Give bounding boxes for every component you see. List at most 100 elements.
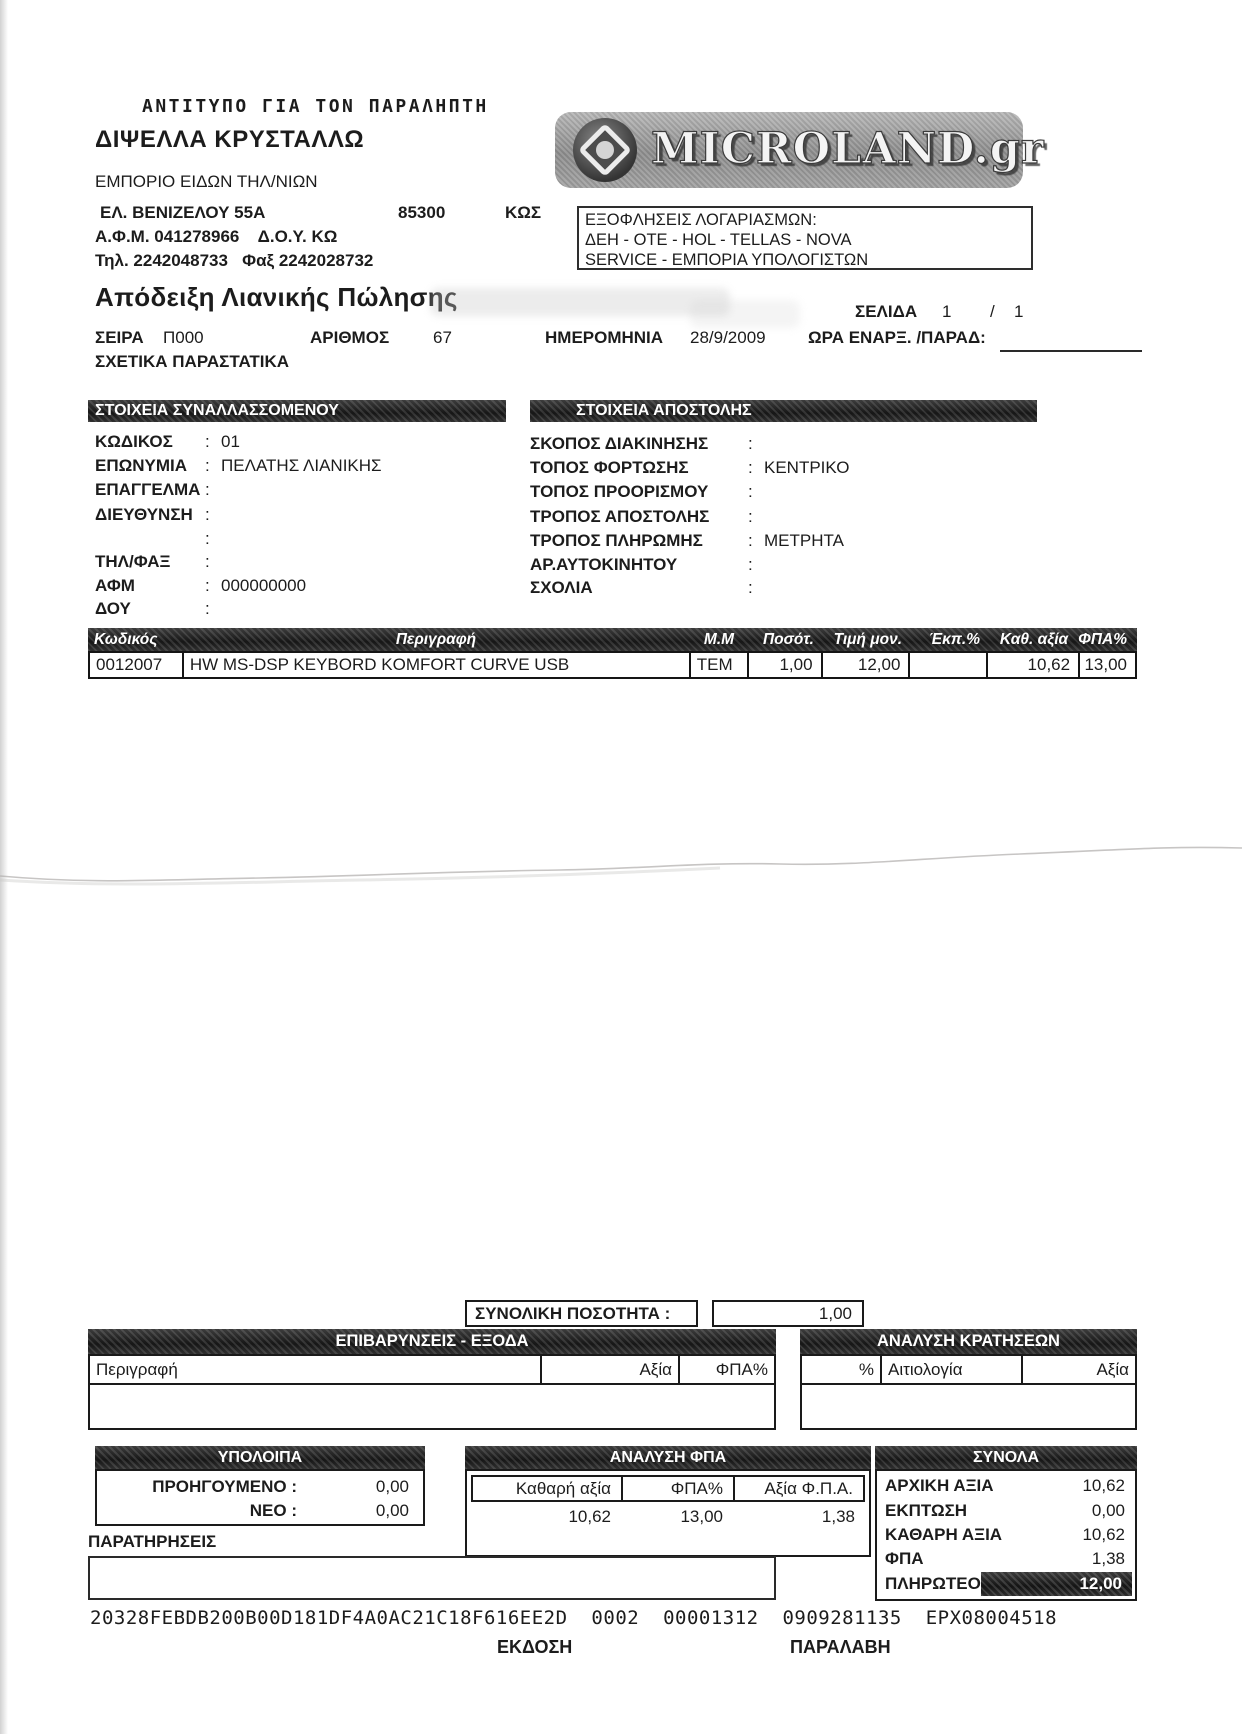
item-vat: 13,00 xyxy=(1084,655,1127,674)
col-header-net: Καθ. αξία xyxy=(999,630,1069,648)
seller-street: ΕΛ. ΒΕΝΙΖΕΛΟΥ 55Α xyxy=(100,203,266,222)
total-row-discount: ΕΚΠΤΩΣΗ 0,00 xyxy=(877,1499,1135,1523)
item-code: 0012007 xyxy=(90,653,184,677)
field-label: ΔΙΕΥΘΥΝΣΗ xyxy=(95,505,193,524)
services-line-3: SERVICE - ΕΜΠΟΡΙΑ ΥΠΟΛΟΓΙΣΤΩΝ xyxy=(585,251,869,269)
balance-new-label: ΝΕΟ : xyxy=(249,1501,297,1520)
seller-business-type: ΕΜΠΟΡΙΟ ΕΙΔΩΝ ΤΗΛ/ΝΙΩΝ xyxy=(95,172,318,191)
shipping-field-row: ΣΚΟΠΟΣ ΔΙΑΚΙΝΗΣΗΣ xyxy=(530,434,764,456)
vat-pct-value: 13,00 xyxy=(680,1507,723,1526)
date-label: ΗΜΕΡΟΜΗΝΙΑ xyxy=(545,328,664,347)
shipping-field-row: ΤΟΠΟΣ ΠΡΟΟΡΙΣΜΟΥ xyxy=(530,482,764,504)
total-value: 10,62 xyxy=(1082,1476,1125,1496)
vat-amount-value: 1,38 xyxy=(821,1507,855,1526)
field-label xyxy=(95,529,205,551)
page-slash: / xyxy=(990,302,995,321)
shipping-field-row: ΤΡΟΠΟΣ ΠΛΗΡΩΜΗΣ ΜΕΤΡΗΤΑ xyxy=(530,531,844,553)
field-colon xyxy=(205,599,221,621)
number-label: ΑΡΙΘΜΟΣ xyxy=(310,328,390,347)
seller-phone-line: Τηλ. 2242048733 Φαξ 2242028732 xyxy=(95,251,374,270)
col-header-qty: Ποσότ. xyxy=(763,630,814,648)
customer-field-row: ΕΠΑΓΓΕΛΜΑ xyxy=(95,480,221,502)
shipping-field-row: ΤΟΠΟΣ ΦΟΡΤΩΣΗΣ ΚΕΝΤΡΙΚΟ xyxy=(530,458,849,480)
series-label: ΣΕΙΡΑ xyxy=(95,328,144,347)
logo-text: MICROLAND.gr xyxy=(650,123,1045,174)
payable-amount-highlight: 12,00 xyxy=(980,1571,1132,1596)
field-value: ΜΕΤΡΗΤΑ xyxy=(764,531,844,550)
shipping-field-row: ΣΧΟΛΙΑ xyxy=(530,578,764,600)
services-line-1: ΕΞΟΦΛΗΣΕΙΣ ΛΟΓΑΡΙΑΣΜΩΝ: xyxy=(585,211,817,229)
field-label: ΕΠΩΝΥΜΙΑ xyxy=(95,456,188,475)
total-label: ΚΑΘΑΡΗ ΑΞΙΑ xyxy=(885,1524,1003,1544)
customer-section-header: ΣΤΟΙΧΕΙΑ ΣΥΝΑΛΛΑΣΣΟΜΕΝΟΥ xyxy=(88,400,506,422)
field-label: ΤΡΟΠΟΣ ΠΛΗΡΩΜΗΣ xyxy=(530,531,703,550)
vat-col-net: Καθαρή αξία xyxy=(473,1477,623,1500)
field-label: ΤΟΠΟΣ ΠΡΟΟΡΙΣΜΟΥ xyxy=(530,482,709,501)
field-colon xyxy=(205,529,221,551)
customer-field-row: ΔΟΥ xyxy=(95,599,221,621)
page-total: 1 xyxy=(1014,302,1024,321)
balance-previous-value: 0,00 xyxy=(375,1477,409,1496)
field-colon xyxy=(205,576,221,598)
charges-col-description: Περιγραφή xyxy=(96,1359,178,1379)
withholdings-table-header: % Αιτιολογία Αξία xyxy=(802,1356,1135,1385)
col-header-code: Κωδικός xyxy=(94,630,158,648)
customer-field-row: ΚΩΔΙΚΟΣ 01 xyxy=(95,432,240,454)
signature-hash-line: 20328FEBDB200B00D181DF4A0AC21C18F616EE2D… xyxy=(90,1607,1058,1629)
field-value: ΠΕΛΑΤΗΣ ΛΙΑΝΙΚΗΣ xyxy=(221,456,382,475)
col-header-unit-price: Τιμή μον. xyxy=(833,630,902,648)
vat-col-pct: ΦΠΑ% xyxy=(623,1477,735,1500)
page-label: ΣΕΛΙΔΑ xyxy=(855,302,918,321)
field-value: 000000000 xyxy=(221,576,307,595)
total-row-initial: ΑΡΧΙΚΗ ΑΞΙΑ 10,62 xyxy=(877,1474,1135,1498)
withholdings-section-header: ΑΝΑΛΥΣΗ ΚΡΑΤΗΣΕΩΝ xyxy=(800,1329,1137,1354)
item-row: 0012007 HW MS-DSP KEYBORD KOMFORT CURVE … xyxy=(88,651,1137,679)
total-label: ΑΡΧΙΚΗ ΑΞΙΑ xyxy=(885,1476,994,1496)
withholdings-table: % Αιτιολογία Αξία xyxy=(800,1354,1137,1430)
vat-analysis-table: Καθαρή αξία ΦΠΑ% Αξία Φ.Π.Α. 10,62 13,00… xyxy=(465,1469,871,1557)
receipt-title: Απόδειξη Λιανικής Πώλησης xyxy=(95,282,458,312)
related-documents-label: ΣΧΕΤΙΚΑ ΠΑΡΑΣΤΑΤΙΚΑ xyxy=(95,352,290,371)
field-label: ΤΟΠΟΣ ΦΟΡΤΩΣΗΣ xyxy=(530,458,689,477)
field-colon xyxy=(205,505,221,527)
field-colon xyxy=(748,434,764,456)
withholdings-col-pct: % xyxy=(802,1356,882,1383)
total-row-payable: ΠΛΗΡΩΤΕΟ 12,00 xyxy=(877,1571,1135,1596)
totals-section-header: ΣΥΝΟΛΑ xyxy=(875,1446,1137,1469)
charges-table-header: Περιγραφή Αξία ΦΠΑ% xyxy=(90,1356,774,1385)
item-unit-price: 12,00 xyxy=(823,653,911,677)
number-value: 67 xyxy=(433,328,452,347)
totals-box: ΑΡΧΙΚΗ ΑΞΙΑ 10,62 ΕΚΠΤΩΣΗ 0,00 ΚΑΘΑΡΗ ΑΞ… xyxy=(875,1469,1137,1601)
balances-box: ΠΡΟΗΓΟΥΜΕΝΟ : 0,00 ΝΕΟ : 0,00 xyxy=(95,1469,425,1526)
item-description: HW MS-DSP KEYBORD KOMFORT CURVE USB xyxy=(184,653,691,677)
vat-analysis-values-row: 10,62 13,00 1,38 xyxy=(471,1504,865,1530)
customer-field-row: ΤΗΛ/ΦΑΞ xyxy=(95,552,221,574)
vat-col-value: Αξία Φ.Π.Α. xyxy=(764,1478,853,1498)
notes-box xyxy=(88,1556,776,1600)
field-value: ΚΕΝΤΡΙΚΟ xyxy=(764,458,850,477)
shipping-field-row: ΤΡΟΠΟΣ ΑΠΟΣΤΟΛΗΣ xyxy=(530,507,764,529)
copy-type-label: ΑΝΤΙΤΥΠΟ ΓΙΑ ΤΟΝ ΠΑΡΑΛΗΠΤΗ xyxy=(142,96,489,117)
emblem-center-dot xyxy=(596,141,614,159)
balance-new-row: ΝΕΟ : 0,00 xyxy=(97,1499,423,1523)
seller-postal-code: 85300 xyxy=(398,203,446,222)
field-colon xyxy=(748,578,764,600)
notes-label: ΠΑΡΑΤΗΡΗΣΕΙΣ xyxy=(88,1532,217,1551)
field-colon xyxy=(748,482,764,504)
total-label: ΦΠΑ xyxy=(885,1549,924,1569)
field-colon xyxy=(748,507,764,529)
paper-crease xyxy=(0,846,1242,886)
issue-signature-label: ΕΚΔΟΣΗ xyxy=(497,1637,573,1657)
field-label: ΤΡΟΠΟΣ ΑΠΟΣΤΟΛΗΣ xyxy=(530,507,710,526)
time-blank-line xyxy=(1000,330,1142,352)
shipping-section-header: ΣΤΟΙΧΕΙΑ ΑΠΟΣΤΟΛΗΣ xyxy=(530,400,1037,422)
date-value: 28/9/2009 xyxy=(690,328,766,347)
balance-previous-row: ΠΡΟΗΓΟΥΜΕΝΟ : 0,00 xyxy=(97,1475,423,1499)
series-value: Π000 xyxy=(163,328,204,347)
charges-table: Περιγραφή Αξία ΦΠΑ% xyxy=(88,1354,776,1430)
customer-field-row: ΔΙΕΥΘΥΝΣΗ xyxy=(95,505,221,527)
time-label: ΩΡΑ ΕΝΑΡΞ. /ΠΑΡΑΔ: xyxy=(808,328,986,347)
col-header-vat: ΦΠΑ% xyxy=(1078,630,1127,648)
field-label: ΑΦΜ xyxy=(95,576,135,595)
field-label: ΕΠΑΓΓΕΛΜΑ xyxy=(95,480,201,499)
